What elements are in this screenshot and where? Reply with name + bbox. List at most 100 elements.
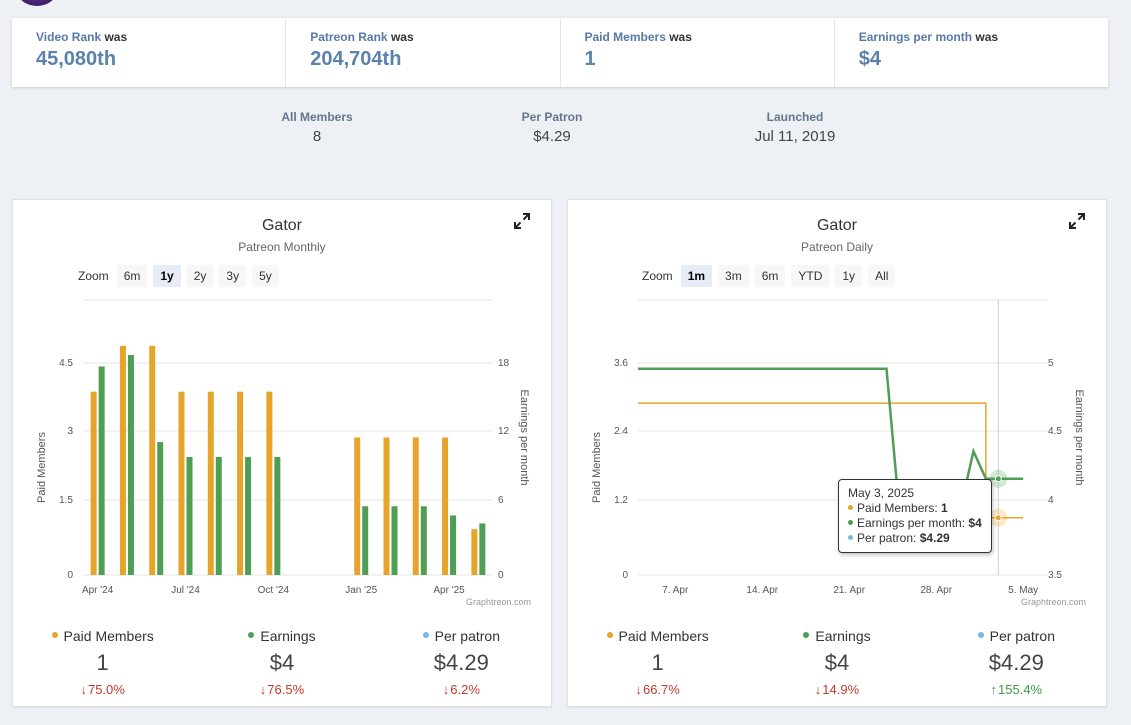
arrow-down-icon: ↓	[814, 682, 822, 697]
zoom-6m-button[interactable]: 6m	[116, 265, 148, 287]
arrow-up-icon: ↑	[990, 682, 998, 697]
x-tick-label: Jul '24	[171, 585, 200, 596]
legend-earnings[interactable]: Earnings $4 ↓14.9%	[747, 628, 926, 697]
chart-title: Gator	[261, 217, 302, 234]
legend-change: 6.2%	[450, 682, 480, 697]
monthly-chart-plot: 0 0 1.5 6 3 12 4.5 18 Paid Members Earnings per m…	[36, 299, 530, 596]
stat-label: Patreon Rank	[310, 30, 388, 44]
stat-value: $4	[858, 48, 881, 70]
summary-all-members: All Members 8	[227, 110, 407, 145]
zoom-3m-button[interactable]: 3m	[718, 265, 749, 287]
hover-point-earnings	[994, 475, 1002, 483]
legend-value: 1	[96, 650, 109, 675]
chart-legend: Paid Members 1 ↓75.0% Earnings $4 ↓76.5%…	[13, 628, 551, 697]
zoom-1m-button[interactable]: 1m	[680, 265, 713, 287]
y-tick-label-left: 3.6	[614, 358, 628, 369]
legend-paid-members[interactable]: Paid Members 1 ↓75.0%	[13, 628, 192, 697]
y-tick-label-left: 0	[622, 570, 628, 581]
zoom-1y-button[interactable]: 1y	[153, 265, 181, 287]
x-tick-label: 7. Apr	[662, 585, 689, 596]
stat-suffix: was	[972, 30, 999, 44]
tooltip-value: 1	[941, 501, 948, 515]
legend-name: Earnings	[260, 628, 316, 644]
stat-value: 204,704th	[310, 48, 402, 70]
stat-suffix: was	[665, 30, 692, 44]
daily-chart-plot: 0 3.5 1.2 4 2.4 4.5 3.6 5 Paid Members Earnings p…	[591, 299, 1085, 596]
legend-value: $4	[824, 650, 850, 675]
monthly-chart-panel: Gator Patreon Monthly Zoom 6m 1y 2y 3y 5…	[12, 199, 552, 707]
y-tick-label-right: 6	[498, 495, 504, 506]
bar-paid-members	[354, 437, 361, 575]
x-tick-label: 21. Apr	[833, 585, 865, 596]
stat-value: 1	[584, 48, 596, 70]
legend-per-patron[interactable]: Per patron $4.29 ↓6.2%	[372, 628, 551, 697]
chart-subtitle: Patreon Monthly	[238, 240, 326, 254]
x-tick-label: Oct '24	[258, 585, 290, 596]
bar-paid-members	[207, 391, 214, 575]
legend-name: Paid Members	[618, 628, 709, 644]
bar-earnings	[186, 456, 193, 575]
legend-dot	[977, 632, 984, 639]
chart-credit: Graphtreon.com	[465, 597, 531, 607]
tooltip-dot	[848, 505, 853, 511]
y-tick-label-left: 4.5	[59, 358, 73, 369]
tooltip-label: Per patron:	[857, 531, 920, 545]
legend-dot	[51, 632, 58, 639]
expand-icon[interactable]	[513, 212, 531, 230]
legend-value: $4.29	[433, 650, 489, 675]
y-axis-title-right: Earnings per month	[1073, 390, 1085, 486]
legend-dot	[606, 632, 613, 639]
bar-earnings	[362, 506, 369, 575]
legend-value: 1	[651, 650, 664, 675]
arrow-down-icon: ↓	[442, 682, 450, 697]
tooltip-value: $4.29	[919, 531, 950, 545]
zoom-2y-button[interactable]: 2y	[186, 265, 214, 287]
legend-paid-members[interactable]: Paid Members 1 ↓66.7%	[568, 628, 747, 697]
x-tick-label: 5. May	[1008, 585, 1038, 596]
zoom-5y-button[interactable]: 5y	[252, 265, 279, 287]
legend-earnings[interactable]: Earnings $4 ↓76.5%	[192, 628, 371, 697]
zoom-selector: Zoom 6m 1y 2y 3y 5y	[78, 265, 285, 287]
stat-label: Earnings per month	[858, 30, 973, 44]
bar-earnings	[245, 456, 252, 575]
bar-earnings	[450, 515, 457, 575]
y-tick-label-right: 3.5	[1048, 570, 1062, 581]
arrow-down-icon: ↓	[80, 682, 87, 697]
y-tick-label-right: 4	[1048, 495, 1054, 506]
y-tick-label-left: 0	[67, 570, 73, 581]
summary-per-patron: Per Patron $4.29	[462, 110, 642, 145]
stat-suffix: was	[387, 30, 414, 44]
stat-suffix: was	[101, 30, 128, 44]
legend-name: Paid Members	[63, 628, 154, 644]
y-tick-label-right: 5	[1048, 358, 1054, 369]
zoom-3y-button[interactable]: 3y	[219, 265, 247, 287]
zoom-all-button[interactable]: All	[868, 265, 896, 287]
y-tick-label-left: 1.2	[614, 495, 628, 506]
tooltip-label: Paid Members:	[857, 501, 942, 515]
bar-earnings	[215, 456, 222, 575]
legend-dot	[422, 632, 429, 639]
y-axis-title-right: Earnings per month	[518, 390, 530, 486]
legend-per-patron[interactable]: Per patron $4.29 ↑155.4%	[927, 628, 1106, 697]
x-tick-label: Jan '25	[345, 585, 377, 596]
y-tick-label-left: 1.5	[59, 495, 73, 506]
x-tick-label: Apr '25	[433, 585, 465, 596]
bar-paid-members	[266, 391, 273, 575]
legend-dot	[248, 632, 255, 639]
legend-change: 14.9%	[822, 682, 860, 697]
y-tick-label-right: 18	[498, 358, 510, 369]
legend-name: Per patron	[434, 628, 500, 644]
chart-subtitle: Patreon Daily	[800, 240, 874, 254]
bar-paid-members	[90, 391, 97, 575]
y-tick-label-right: 12	[498, 426, 510, 437]
chart-tooltip: May 3, 2025 Paid Members: 1 Earnings per…	[838, 479, 992, 553]
zoom-ytd-button[interactable]: YTD	[791, 265, 830, 287]
bar-earnings	[479, 523, 486, 575]
bar-earnings	[420, 506, 427, 575]
bar-paid-members	[412, 437, 419, 575]
avatar[interactable]	[18, 0, 56, 6]
zoom-6m-button[interactable]: 6m	[754, 265, 786, 287]
legend-dot	[803, 632, 810, 639]
expand-icon[interactable]	[1068, 212, 1086, 230]
zoom-1y-button[interactable]: 1y	[835, 265, 863, 287]
